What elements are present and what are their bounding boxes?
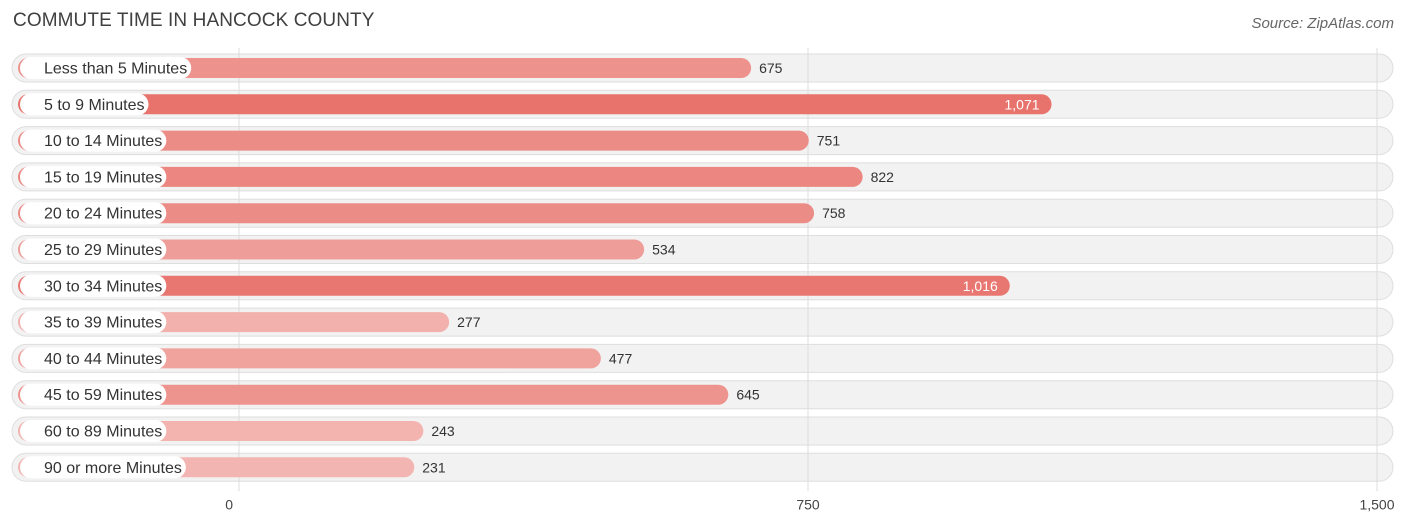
category-label: 60 to 89 Minutes	[44, 424, 162, 441]
chart-title: COMMUTE TIME IN HANCOCK COUNTY	[13, 10, 375, 31]
value-label: 477	[609, 350, 633, 366]
bar	[18, 94, 1052, 115]
x-axis: 0 750 1,500	[225, 496, 1395, 512]
category-label: 20 to 24 Minutes	[44, 206, 162, 223]
value-label: 1,016	[963, 278, 998, 294]
value-label: 675	[759, 60, 783, 76]
category-pill	[20, 93, 149, 116]
category-label: 45 to 59 Minutes	[44, 387, 162, 404]
x-tick-label: 0	[225, 496, 233, 512]
category-label: 35 to 39 Minutes	[44, 315, 162, 332]
category-label: Less than 5 Minutes	[44, 61, 187, 78]
bar	[18, 239, 645, 260]
category-pill	[20, 456, 186, 479]
category-label: 10 to 14 Minutes	[44, 133, 162, 150]
bars: Less than 5 Minutes 675 5 to 9 Minutes 1,07…	[18, 57, 1052, 479]
category-pill	[20, 383, 167, 406]
category-pill	[20, 347, 167, 370]
value-label: 751	[817, 133, 841, 149]
value-label: 645	[736, 387, 760, 403]
category-pill	[20, 274, 167, 297]
category-label: 5 to 9 Minutes	[44, 97, 145, 114]
value-label: 1,071	[1004, 96, 1039, 112]
bar	[18, 130, 809, 151]
x-tick-label: 750	[796, 496, 820, 512]
x-tick-label: 1,500	[1359, 496, 1394, 512]
category-pill	[20, 129, 167, 152]
value-label: 534	[652, 242, 676, 258]
source-label: Source: ZipAtlas.com	[1251, 15, 1394, 32]
value-label: 758	[822, 205, 846, 221]
grid-lines	[238, 48, 1378, 492]
value-label: 231	[422, 459, 446, 475]
value-label: 243	[431, 423, 455, 439]
category-pill	[20, 420, 167, 442]
bar	[18, 384, 729, 405]
category-label: 25 to 29 Minutes	[44, 242, 162, 259]
row-backgrounds	[11, 53, 1394, 482]
bar	[18, 275, 1010, 296]
category-label: 15 to 19 Minutes	[44, 169, 162, 186]
category-label: 40 to 44 Minutes	[44, 351, 162, 368]
category-label: 30 to 34 Minutes	[44, 278, 162, 295]
category-pill	[20, 165, 167, 188]
bar	[18, 203, 815, 224]
category-pill	[20, 311, 167, 334]
bar	[18, 58, 752, 78]
category-label: 90 or more Minutes	[44, 460, 182, 477]
bar	[18, 166, 863, 187]
category-pill	[20, 238, 167, 261]
value-label: 822	[871, 169, 895, 185]
category-pill	[20, 202, 167, 225]
category-pill	[20, 57, 192, 79]
value-label: 277	[457, 314, 481, 330]
